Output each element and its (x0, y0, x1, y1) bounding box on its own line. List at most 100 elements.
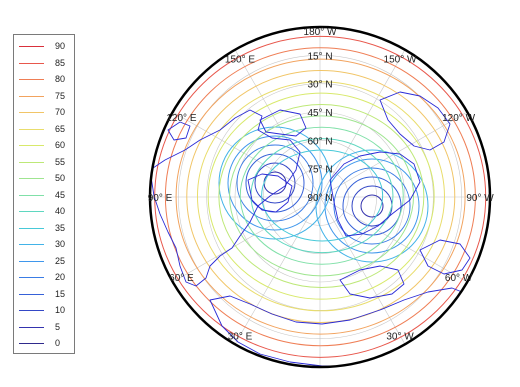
coastline (379, 91, 451, 151)
longitude-label: 120° E (166, 113, 196, 124)
legend-label: 20 (55, 272, 66, 282)
legend-item: 55 (14, 156, 74, 168)
chart-legend: 90 85 80 75 70 65 60 55 50 45 40 35 30 25 20 15 10 5 0 (13, 34, 75, 354)
legend-swatch (19, 62, 44, 64)
legend-label: 25 (55, 255, 66, 266)
legend-label: 75 (55, 90, 66, 101)
longitude-label: 180° W (304, 27, 337, 38)
coastline (167, 121, 191, 141)
latitude-label: 75° N (307, 165, 332, 176)
contour-line (324, 158, 420, 254)
contour-line (186, 69, 456, 323)
longitude-label: 60° W (445, 273, 473, 284)
legend-item: 60 (14, 139, 74, 151)
legend-label: 60 (55, 140, 66, 150)
coastline (419, 239, 471, 275)
coastline (329, 151, 421, 237)
contour-line (175, 58, 466, 335)
legend-item: 90 (14, 40, 74, 52)
legend-label: 10 (55, 305, 66, 315)
contour-line (218, 104, 425, 289)
contour-line (196, 81, 445, 312)
legend-label: 55 (55, 156, 66, 167)
legend-swatch (19, 293, 44, 295)
legend-label: 35 (55, 222, 66, 233)
legend-item: 40 (14, 205, 74, 217)
legend-swatch (19, 95, 44, 97)
legend-label: 85 (55, 57, 66, 68)
contour-line (342, 176, 402, 236)
legend-swatch (19, 277, 44, 278)
latitude-label: 15° N (307, 51, 332, 62)
legend-label: 50 (55, 173, 66, 183)
longitude-label: 90° E (148, 193, 173, 204)
contour-line (164, 47, 476, 347)
longitude-label: 90° W (466, 193, 494, 204)
legend-label: 45 (55, 189, 66, 200)
legend-item: 20 (14, 271, 74, 283)
legend-label: 65 (55, 123, 66, 134)
legend-swatch (19, 79, 44, 80)
legend-item: 85 (14, 57, 74, 69)
legend-label: 90 (55, 41, 66, 51)
longitude-label: 60° E (169, 273, 194, 284)
contour-line (227, 135, 323, 231)
legend-swatch (19, 343, 44, 344)
contour-line (360, 194, 384, 218)
legend-item: 45 (14, 189, 74, 201)
legend-item: 70 (14, 106, 74, 118)
legend-swatch (19, 46, 44, 47)
legend-label: 70 (55, 107, 66, 117)
contour-line (207, 92, 435, 300)
legend-item: 35 (14, 222, 74, 234)
coastline (339, 265, 405, 299)
legend-item: 15 (14, 288, 74, 300)
legend-swatch (19, 161, 44, 163)
legend-label: 15 (55, 288, 66, 299)
legend-label: 40 (55, 206, 66, 216)
legend-item: 10 (14, 304, 74, 316)
legend-item: 75 (14, 90, 74, 102)
legend-swatch (19, 227, 44, 229)
legend-label: 30 (55, 239, 66, 249)
legend-swatch (19, 310, 44, 311)
contour-line (315, 149, 429, 263)
legend-item: 25 (14, 255, 74, 267)
coastline (259, 109, 307, 137)
contour-line (333, 167, 411, 245)
legend-swatch (19, 112, 44, 113)
legend-swatch (19, 260, 44, 262)
legend-label: 80 (55, 74, 66, 84)
contour-line (239, 126, 404, 265)
legend-item: 80 (14, 73, 74, 85)
coastline (247, 173, 293, 213)
legend-swatch (19, 244, 44, 245)
legend-swatch (19, 326, 44, 328)
legend-item: 0 (14, 337, 74, 349)
legend-swatch (19, 178, 44, 179)
latitude-label: 45° N (307, 108, 332, 119)
latitude-label: 90° N (307, 193, 332, 204)
map-frame (148, 25, 492, 369)
legend-item: 5 (14, 321, 74, 333)
latitude-label: 60° N (307, 136, 332, 147)
longitude-label: 120° W (442, 113, 475, 124)
longitude-label: 150° W (384, 54, 417, 65)
legend-item: 50 (14, 172, 74, 184)
legend-swatch (19, 128, 44, 130)
legend-swatch (19, 194, 44, 196)
legend-swatch (19, 145, 44, 146)
legend-item: 65 (14, 123, 74, 135)
latitude-label: 30° N (307, 80, 332, 91)
longitude-label: 30° E (228, 332, 253, 343)
legend-label: 0 (55, 338, 61, 348)
contour-line (229, 115, 415, 277)
coastline (150, 109, 301, 287)
longitude-label: 150° E (225, 54, 255, 65)
contour-line (236, 144, 314, 222)
legend-swatch (19, 211, 44, 212)
contour-line (261, 149, 384, 242)
grid-labels: 15° N 30° N 45° N 60° N 75° N 90° N 150° W 150°… (148, 27, 495, 343)
legend-item: 30 (14, 238, 74, 250)
